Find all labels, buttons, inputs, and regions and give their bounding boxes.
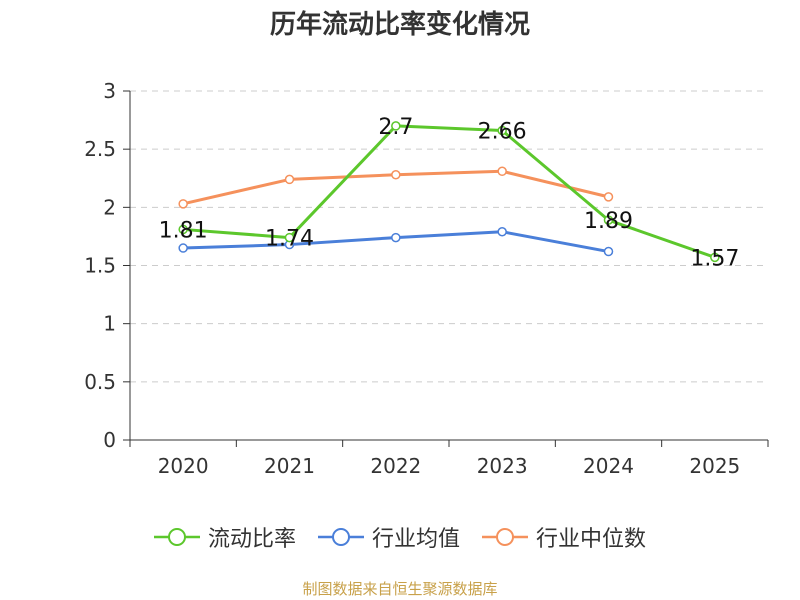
y-tick-label: 1.5 [84,254,116,278]
data-label: 2.7 [378,115,413,140]
data-point [497,227,507,237]
data-point [391,121,401,131]
x-tick-label: 2021 [264,454,315,478]
y-tick-label: 1 [103,312,116,336]
data-label: 1.74 [265,227,314,252]
x-tick-label: 2024 [583,454,634,478]
data-point [710,252,720,263]
y-tick-label: 3 [103,79,116,103]
data-label: 1.89 [584,209,633,234]
legend-label: 流动比率 [207,527,296,552]
y-tick-label: 0.5 [84,370,116,394]
data-label: 1.81 [159,218,208,243]
legend: 流动比率 行业均值 行业中位数 [0,520,800,554]
data-label: 2.66 [478,120,527,145]
legend-line-marker-icon [482,528,528,546]
y-tick-label: 0 [103,428,116,452]
data-point [391,232,401,243]
data-point [497,166,507,177]
legend-line-marker-icon [317,528,364,546]
y-tick-label: 2 [103,195,116,219]
x-tick-label: 2020 [158,454,209,478]
data-point [178,243,188,253]
legend-item[interactable]: 行业中位数 [482,521,646,553]
data-point [603,192,614,202]
series-line [183,124,716,259]
chart-title: 历年流动比率变化情况 [269,10,530,40]
data-labels: 1.81 1.74 2.7 2.66 1.89 1.57 [159,115,740,271]
data-point [284,174,295,185]
data-point [603,215,614,225]
series-lines [178,121,720,263]
data-point [603,246,614,257]
x-tick-label: 2022 [370,454,421,478]
legend-item[interactable]: 流动比率 [153,521,296,553]
axes: 0 0.5 1 1.5 2 2.5 3 2020 2021 2022 2023 2024 2025 [84,79,769,478]
legend-label: 行业均值 [371,527,460,552]
data-label: 1.57 [690,246,739,271]
y-tick-label: 2.5 [84,137,116,161]
data-point [178,199,188,209]
data-point [497,125,507,136]
data-point [178,224,188,235]
grid-lines [130,90,768,383]
legend-label: 行业中位数 [536,527,647,552]
legend-line-marker-icon [153,528,200,546]
data-point [391,170,401,180]
source-note: 制图数据来自恒生聚源数据库 [302,580,498,598]
x-tick-label: 2023 [477,454,528,478]
x-tick-label: 2025 [689,454,740,478]
data-point [284,232,295,243]
legend-item[interactable]: 行业均值 [317,521,460,553]
